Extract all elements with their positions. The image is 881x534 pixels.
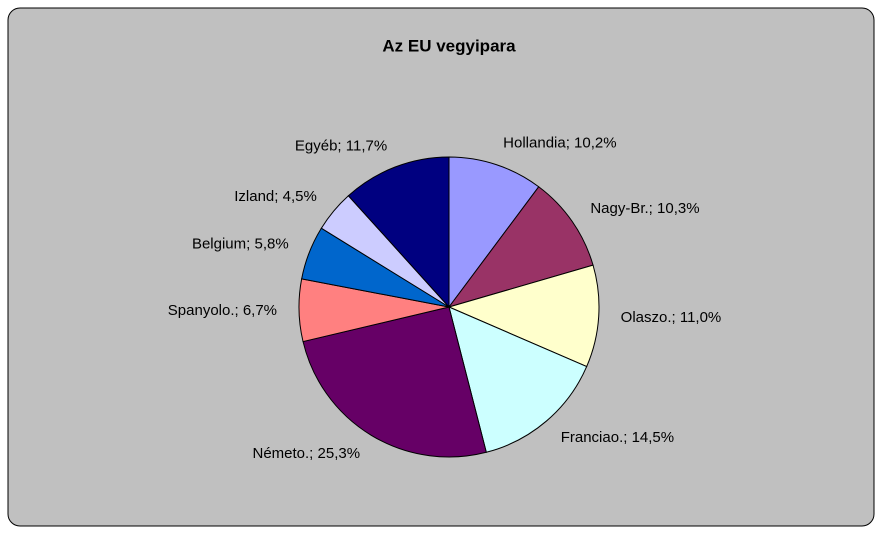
- data-label: Egyéb; 11,7%: [295, 137, 387, 154]
- pie-slice: [447, 186, 594, 308]
- pie-slice: [447, 264, 600, 368]
- data-label: Franciao.; 14,5%: [561, 429, 674, 446]
- pie-slice: [302, 306, 487, 458]
- pie-slice: [448, 306, 588, 453]
- pie-slice: [347, 156, 450, 309]
- data-label: Belgium; 5,8%: [192, 236, 289, 253]
- data-label: Olaszo.; 11,0%: [621, 309, 722, 326]
- pie-slice: [448, 156, 540, 309]
- data-label: Spanyolo.; 6,7%: [168, 302, 277, 319]
- data-label: Izland; 4,5%: [234, 188, 317, 205]
- data-label: Hollandia; 10,2%: [503, 135, 616, 152]
- chart-title: Az EU vegyipara: [382, 36, 516, 55]
- data-label: Nagy-Br.; 10,3%: [590, 200, 699, 217]
- data-label: Németo.; 25,3%: [252, 445, 360, 462]
